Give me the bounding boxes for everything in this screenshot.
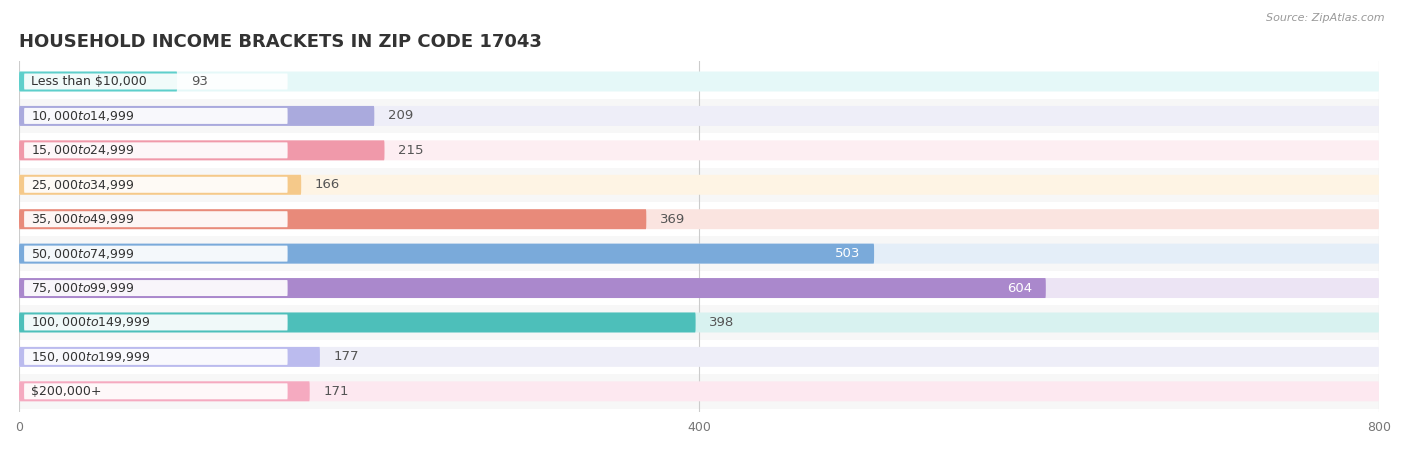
FancyBboxPatch shape: [24, 211, 288, 227]
FancyBboxPatch shape: [24, 108, 288, 124]
FancyBboxPatch shape: [20, 244, 875, 264]
FancyBboxPatch shape: [20, 313, 696, 332]
Text: $50,000 to $74,999: $50,000 to $74,999: [31, 247, 135, 260]
Text: $100,000 to $149,999: $100,000 to $149,999: [31, 316, 150, 330]
FancyBboxPatch shape: [24, 314, 288, 330]
Text: Less than $10,000: Less than $10,000: [31, 75, 146, 88]
FancyBboxPatch shape: [24, 177, 288, 193]
FancyBboxPatch shape: [24, 349, 288, 365]
FancyBboxPatch shape: [24, 74, 288, 89]
FancyBboxPatch shape: [20, 313, 1379, 332]
Bar: [20, 167, 1379, 202]
Bar: [20, 237, 1379, 271]
Text: 166: 166: [315, 178, 340, 191]
FancyBboxPatch shape: [20, 106, 374, 126]
Text: 503: 503: [835, 247, 860, 260]
Bar: [20, 374, 1379, 409]
Bar: [20, 340, 1379, 374]
FancyBboxPatch shape: [20, 71, 1379, 92]
Bar: [20, 305, 1379, 340]
Text: $10,000 to $14,999: $10,000 to $14,999: [31, 109, 135, 123]
Text: 209: 209: [388, 110, 413, 123]
FancyBboxPatch shape: [20, 209, 1379, 229]
Bar: [20, 271, 1379, 305]
Text: $75,000 to $99,999: $75,000 to $99,999: [31, 281, 135, 295]
FancyBboxPatch shape: [20, 381, 309, 401]
Text: 215: 215: [398, 144, 423, 157]
Bar: [20, 202, 1379, 237]
Text: $15,000 to $24,999: $15,000 to $24,999: [31, 143, 135, 157]
Text: $35,000 to $49,999: $35,000 to $49,999: [31, 212, 135, 226]
Text: 177: 177: [333, 350, 359, 363]
FancyBboxPatch shape: [24, 280, 288, 296]
Text: HOUSEHOLD INCOME BRACKETS IN ZIP CODE 17043: HOUSEHOLD INCOME BRACKETS IN ZIP CODE 17…: [20, 33, 541, 51]
Text: 369: 369: [659, 213, 685, 226]
FancyBboxPatch shape: [20, 278, 1379, 298]
FancyBboxPatch shape: [20, 347, 321, 367]
Text: $25,000 to $34,999: $25,000 to $34,999: [31, 178, 135, 192]
Text: $200,000+: $200,000+: [31, 385, 101, 398]
FancyBboxPatch shape: [20, 71, 177, 92]
FancyBboxPatch shape: [20, 347, 1379, 367]
Text: 171: 171: [323, 385, 349, 398]
FancyBboxPatch shape: [20, 175, 1379, 195]
FancyBboxPatch shape: [20, 278, 1046, 298]
FancyBboxPatch shape: [20, 141, 1379, 160]
Bar: [20, 99, 1379, 133]
Bar: [20, 133, 1379, 167]
Bar: [20, 64, 1379, 99]
Text: 398: 398: [709, 316, 734, 329]
FancyBboxPatch shape: [24, 142, 288, 158]
FancyBboxPatch shape: [24, 246, 288, 262]
FancyBboxPatch shape: [24, 383, 288, 399]
FancyBboxPatch shape: [20, 175, 301, 195]
FancyBboxPatch shape: [20, 381, 1379, 401]
Text: Source: ZipAtlas.com: Source: ZipAtlas.com: [1267, 13, 1385, 23]
Text: 93: 93: [191, 75, 208, 88]
FancyBboxPatch shape: [20, 209, 647, 229]
FancyBboxPatch shape: [20, 244, 1379, 264]
FancyBboxPatch shape: [20, 106, 1379, 126]
Text: $150,000 to $199,999: $150,000 to $199,999: [31, 350, 150, 364]
Text: 604: 604: [1007, 282, 1032, 295]
FancyBboxPatch shape: [20, 141, 384, 160]
